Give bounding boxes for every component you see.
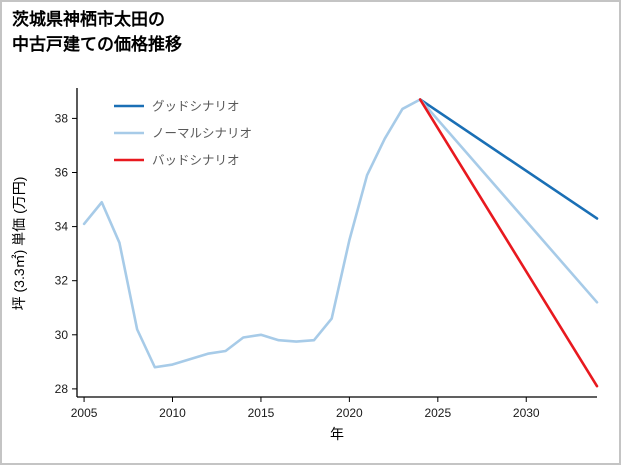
legend-label-bad-scenario: バッドシナリオ (152, 154, 240, 168)
y-tick-label: 32 (55, 274, 69, 288)
title-line-2: 中古戸建ての価格推移 (12, 34, 182, 54)
x-tick-label: 2005 (71, 406, 98, 420)
legend-label-good-scenario: グッドシナリオ (152, 100, 240, 114)
y-tick-label: 36 (55, 165, 69, 179)
series-good-scenario (418, 98, 599, 220)
page-title: 茨城県神栖市太田の 中古戸建ての価格推移 (12, 8, 182, 57)
x-tick-label: 2015 (248, 406, 275, 420)
y-tick-label: 34 (55, 220, 69, 234)
x-tick-label: 2020 (336, 406, 363, 420)
title-line-1: 茨城県神栖市太田の (12, 10, 165, 29)
x-tick-label: 2010 (159, 406, 186, 420)
y-tick-label: 30 (55, 328, 69, 342)
x-tick-label: 2030 (513, 406, 540, 420)
x-tick-label: 2025 (424, 406, 451, 420)
x-axis-label: 年 (330, 426, 344, 442)
series-normal-scenario (82, 98, 599, 369)
y-axis-label: 坪 (3.3㎡) 単価 (万円) (11, 177, 27, 311)
legend-label-normal-scenario: ノーマルシナリオ (152, 127, 252, 141)
y-tick-label: 28 (55, 382, 69, 396)
y-tick-label: 38 (55, 111, 69, 125)
series-bad-scenario (418, 98, 599, 388)
